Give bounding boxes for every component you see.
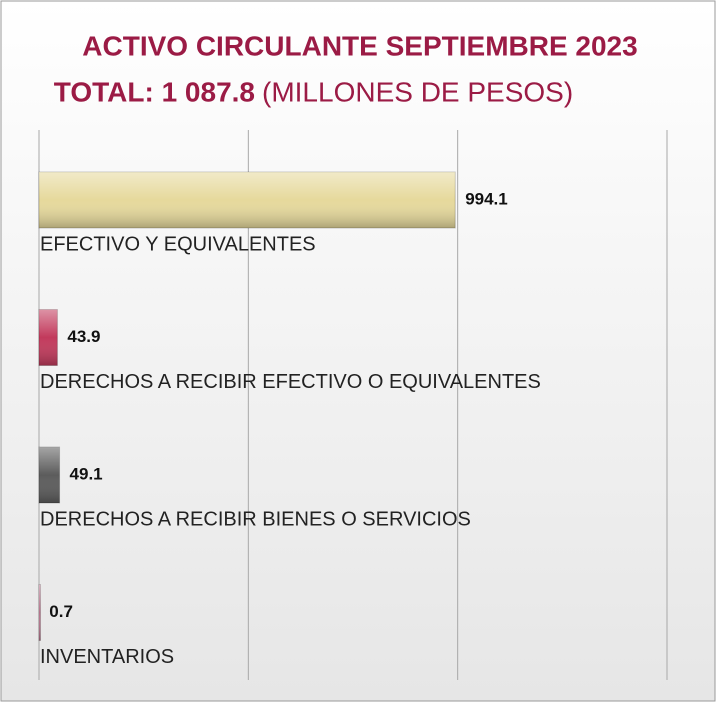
subtitle-note: (MILLONES DE PESOS) bbox=[262, 76, 573, 107]
chart-subtitle: TOTAL: 1 087.8 bbox=[54, 76, 255, 107]
category-label: EFECTIVO Y EQUIVALENTES bbox=[40, 233, 316, 255]
category-label: INVENTARIOS bbox=[40, 646, 174, 668]
value-label: 994.1 bbox=[465, 189, 508, 208]
chart-title: ACTIVO CIRCULANTE SEPTIEMBRE 2023 bbox=[82, 30, 637, 61]
category-label: DERECHOS A RECIBIR BIENES O SERVICIOS bbox=[40, 508, 471, 530]
value-label: 43.9 bbox=[67, 327, 100, 346]
bar-shade bbox=[39, 172, 456, 228]
bar-shade bbox=[39, 309, 58, 366]
value-label: 0.7 bbox=[49, 602, 73, 621]
value-label: 49.1 bbox=[70, 464, 103, 483]
category-label: DERECHOS A RECIBIR EFECTIVO O EQUIVALENT… bbox=[40, 371, 541, 393]
bar-shade bbox=[39, 447, 60, 503]
bar-shade bbox=[39, 584, 41, 641]
